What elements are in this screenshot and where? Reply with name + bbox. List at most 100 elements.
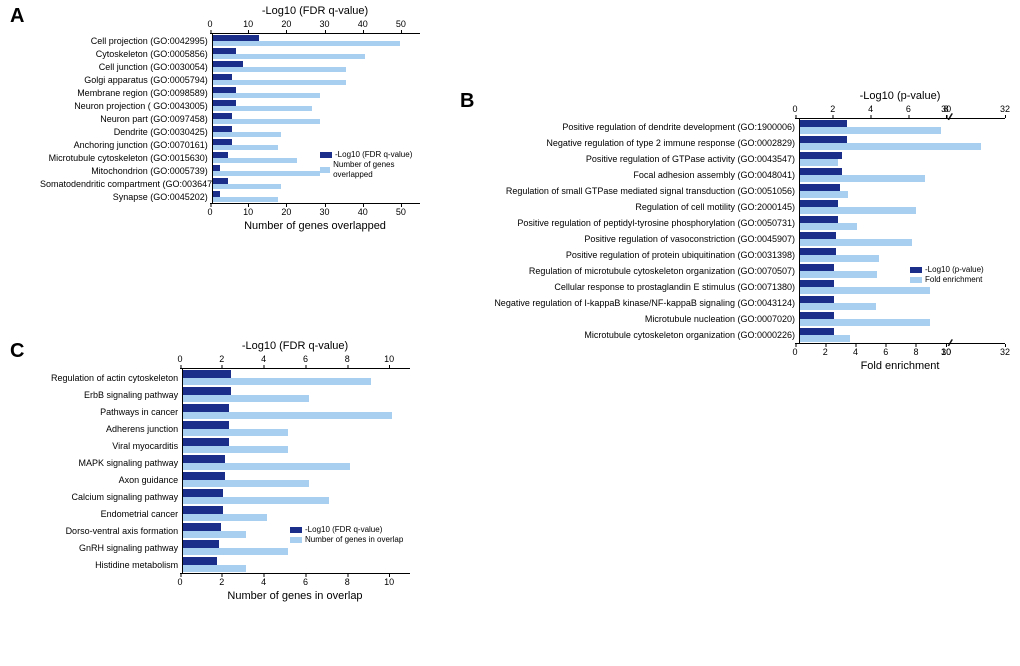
legend-swatch xyxy=(320,167,330,173)
axis-tick: 4 xyxy=(261,354,266,364)
bar-secondary xyxy=(800,303,876,310)
axis-tick: 40 xyxy=(358,19,368,29)
legend-text: Number of genes in overlap xyxy=(305,535,403,545)
axis-tick: 32 xyxy=(1000,347,1010,357)
row-label: Membrane region (GO:0098589) xyxy=(40,88,212,98)
row-label: Regulation of actin cytoskeleton xyxy=(40,373,182,383)
row-label: Regulation of cell motility (GO:2000145) xyxy=(485,202,799,212)
bar-primary xyxy=(183,523,221,531)
chart-row: Neuron part (GO:0097458) xyxy=(40,112,420,125)
bar-primary xyxy=(183,370,231,378)
bar-primary xyxy=(800,312,834,319)
bar-primary xyxy=(800,168,842,175)
axis-tick: 4 xyxy=(261,577,266,587)
bar-primary xyxy=(800,232,836,239)
axis-tick: 8 xyxy=(345,577,350,587)
bar-secondary xyxy=(800,127,941,134)
bar-primary xyxy=(183,438,229,446)
bar-secondary xyxy=(183,514,267,522)
bar-secondary xyxy=(800,175,925,182)
axis-tick: 6 xyxy=(303,354,308,364)
row-label: Positive regulation of vasoconstriction … xyxy=(485,234,799,244)
bar-primary xyxy=(800,328,834,335)
axis-tick: 40 xyxy=(358,207,368,217)
row-label: Golgi apparatus (GO:0005794) xyxy=(40,75,212,85)
row-label: Microtubule cytoskeleton organization (G… xyxy=(485,330,799,340)
bar-primary xyxy=(183,506,223,514)
bar-secondary xyxy=(183,531,246,539)
axis-tick: 0 xyxy=(207,19,212,29)
bar-secondary xyxy=(213,132,282,138)
chart-row: Negative regulation of type 2 immune res… xyxy=(485,135,1010,151)
bar-secondary xyxy=(213,106,312,112)
bar-secondary xyxy=(183,480,308,488)
row-label: Mitochondrion (GO:0005739) xyxy=(40,166,212,176)
legend-item: Number of genes overlapped xyxy=(320,160,420,180)
row-label: Neuron part (GO:0097458) xyxy=(40,114,212,124)
chart-title-bottom: Fold enrichment xyxy=(795,360,1005,372)
chart-legend: -Log10 (p-value)Fold enrichment xyxy=(910,265,984,285)
bar-secondary xyxy=(183,548,288,556)
legend-item: -Log10 (FDR q-value) xyxy=(320,150,420,160)
bar-secondary xyxy=(183,412,392,420)
row-label: Endometrial cancer xyxy=(40,509,182,519)
axis-tick: 30 xyxy=(320,207,330,217)
chart-row: Regulation of cell motility (GO:2000145) xyxy=(485,199,1010,215)
chart-b: -Log10 (p-value)024683032//Positive regu… xyxy=(485,90,1010,372)
bar-secondary xyxy=(183,463,350,471)
legend-text: Fold enrichment xyxy=(925,275,982,285)
row-label: Viral myocarditis xyxy=(40,441,182,451)
row-label: Dendrite (GO:0030425) xyxy=(40,127,212,137)
row-label: Pathways in cancer xyxy=(40,407,182,417)
row-label: Cell junction (GO:0030054) xyxy=(40,62,212,72)
bar-secondary xyxy=(183,429,288,437)
axis-tick: 50 xyxy=(396,19,406,29)
chart-legend: -Log10 (FDR q-value)Number of genes in o… xyxy=(290,525,403,545)
chart-c: -Log10 (FDR q-value) 0 2 4 6 8 10 Regulation of… xyxy=(40,340,410,602)
bar-secondary xyxy=(213,158,297,164)
bar-primary xyxy=(183,540,219,548)
bar-secondary xyxy=(213,54,366,60)
panel-a-label: A xyxy=(10,5,24,28)
chart-row: Endometrial cancer xyxy=(40,505,410,522)
bar-primary xyxy=(800,296,834,303)
legend-text: -Log10 (FDR q-value) xyxy=(335,150,412,160)
axis-tick: 6 xyxy=(883,347,888,357)
chart-row: Focal adhesion assembly (GO:0048041) xyxy=(485,167,1010,183)
bar-secondary xyxy=(213,93,320,99)
bar-primary xyxy=(800,136,847,143)
axis-tick: 0 xyxy=(177,577,182,587)
legend-item: -Log10 (FDR q-value) xyxy=(290,525,403,535)
row-label: Microtubule nucleation (GO:0007020) xyxy=(485,314,799,324)
chart-row: Calcium signaling pathway xyxy=(40,488,410,505)
axis-tick: 10 xyxy=(243,207,253,217)
chart-row: Positive regulation of dendrite developm… xyxy=(485,119,1010,135)
row-label: Cytoskeleton (GO:0005856) xyxy=(40,49,212,59)
chart-row: Cell junction (GO:0030054) xyxy=(40,60,420,73)
chart-row: ErbB signaling pathway xyxy=(40,386,410,403)
bar-primary xyxy=(183,489,223,497)
chart-row: Membrane region (GO:0098589) xyxy=(40,86,420,99)
row-label: Positive regulation of peptidyl-tyrosine… xyxy=(485,218,799,228)
chart-row: Viral myocarditis xyxy=(40,437,410,454)
panel-c: C -Log10 (FDR q-value) 0 2 4 6 8 10 Regulation … xyxy=(10,340,410,602)
row-label: Dorso-ventral axis formation xyxy=(40,526,182,536)
panel-c-label: C xyxy=(10,340,24,363)
chart-row: Microtubule nucleation (GO:0007020) xyxy=(485,311,1010,327)
bar-secondary xyxy=(213,80,347,86)
axis-tick: 10 xyxy=(384,354,394,364)
axis-tick: 20 xyxy=(281,207,291,217)
bar-secondary xyxy=(800,207,916,214)
axis-tick: 4 xyxy=(868,104,873,114)
row-label: Neuron projection ( GO:0043005) xyxy=(40,101,212,111)
axis-tick: 32 xyxy=(1000,104,1010,114)
chart-title-top: -Log10 (FDR q-value) xyxy=(210,5,420,17)
axis-tick: 2 xyxy=(219,354,224,364)
bar-primary xyxy=(800,120,847,127)
axis-tick: 10 xyxy=(384,577,394,587)
row-label: Regulation of microtubule cytoskeleton o… xyxy=(485,266,799,276)
chart-row: Positive regulation of protein ubiquitin… xyxy=(485,247,1010,263)
bar-secondary xyxy=(800,159,838,166)
chart-row: Positive regulation of peptidyl-tyrosine… xyxy=(485,215,1010,231)
bar-secondary xyxy=(183,378,371,386)
